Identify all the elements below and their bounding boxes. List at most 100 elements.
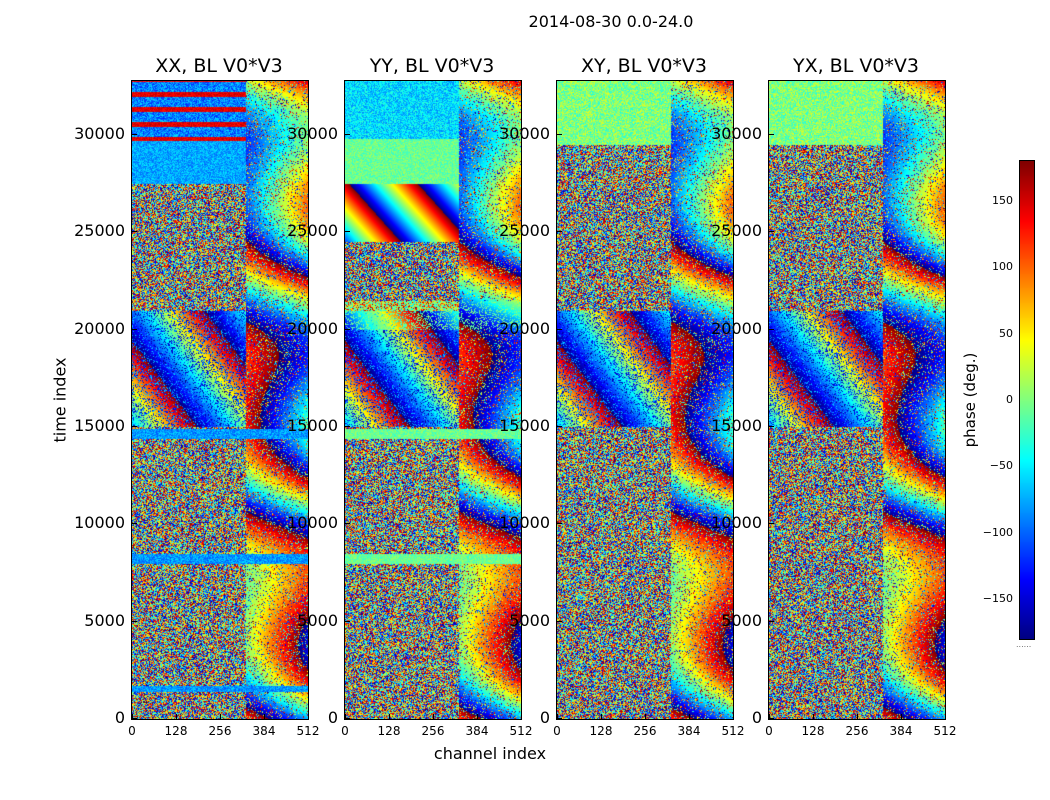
x-tick-label: 512 xyxy=(721,724,745,738)
y-tick-mark xyxy=(769,231,774,233)
x-tick-mark xyxy=(264,714,265,719)
y-tick-mark xyxy=(769,718,774,719)
y-tick-label: 20000 xyxy=(287,318,338,338)
y-tick-label: 0 xyxy=(114,708,125,727)
x-tick-mark xyxy=(689,714,690,719)
x-tick-mark xyxy=(477,714,478,719)
x-tick-label: 512 xyxy=(933,724,957,738)
y-tick-label: 15000 xyxy=(711,415,762,435)
y-tick-mark xyxy=(132,425,137,427)
y-tick-mark xyxy=(557,425,562,427)
x-tick-label: 384 xyxy=(465,724,489,738)
x-tick-mark xyxy=(857,714,858,719)
x-tick-mark xyxy=(176,714,177,719)
colorbar-footer: ...... xyxy=(1016,640,1032,649)
x-tick-label: 384 xyxy=(252,724,276,738)
x-tick-label: 0 xyxy=(341,724,349,738)
x-tick-label: 512 xyxy=(509,724,533,738)
y-tick-mark xyxy=(345,718,350,719)
panel-title: YY, BL V0*V3 xyxy=(369,55,495,77)
y-tick-label: 25000 xyxy=(287,221,338,241)
y-tick-label: 20000 xyxy=(711,318,762,338)
x-tick-label: 128 xyxy=(801,724,825,738)
y-tick-mark xyxy=(132,133,137,135)
x-tick-mark xyxy=(433,714,434,719)
y-tick-mark xyxy=(769,328,774,330)
y-tick-mark xyxy=(345,523,350,525)
y-tick-label: 15000 xyxy=(287,415,338,435)
x-tick-label: 256 xyxy=(208,724,232,738)
panel-title: XX, BL V0*V3 xyxy=(155,55,283,77)
y-tick-mark xyxy=(345,133,350,135)
heatmap-panel xyxy=(556,80,734,720)
x-tick-mark xyxy=(132,714,133,719)
x-tick-label: 128 xyxy=(377,724,401,738)
y-tick-mark xyxy=(769,523,774,525)
x-tick-mark xyxy=(308,714,309,719)
y-tick-label: 5000 xyxy=(509,610,550,630)
y-tick-label: 5000 xyxy=(84,610,125,630)
panel-title: XY, BL V0*V3 xyxy=(580,55,708,77)
x-tick-mark xyxy=(901,714,902,719)
colorbar-tick-label: −50 xyxy=(989,459,1013,473)
y-tick-label: 30000 xyxy=(499,123,550,143)
y-tick-mark xyxy=(557,718,562,719)
x-tick-mark xyxy=(769,714,770,719)
x-tick-mark xyxy=(557,714,558,719)
x-tick-mark xyxy=(389,714,390,719)
x-tick-label: 256 xyxy=(845,724,869,738)
x-tick-mark xyxy=(521,714,522,719)
y-tick-mark xyxy=(557,133,562,135)
y-tick-mark xyxy=(345,231,350,233)
x-tick-label: 256 xyxy=(421,724,445,738)
heatmap-image xyxy=(769,81,945,719)
colorbar-tick-label: −100 xyxy=(982,525,1013,539)
heatmap-panel xyxy=(768,80,946,720)
y-tick-mark xyxy=(132,718,137,719)
y-tick-label: 10000 xyxy=(287,513,338,533)
x-tick-mark xyxy=(220,714,221,719)
y-tick-mark xyxy=(557,620,562,622)
x-tick-label: 512 xyxy=(296,724,320,738)
x-tick-label: 0 xyxy=(128,724,136,738)
x-tick-mark xyxy=(813,714,814,719)
x-tick-label: 128 xyxy=(164,724,188,738)
y-tick-label: 25000 xyxy=(499,221,550,241)
y-tick-mark xyxy=(557,523,562,525)
y-tick-mark xyxy=(769,620,774,622)
x-axis-label: channel index xyxy=(433,744,547,763)
y-tick-label: 15000 xyxy=(499,415,550,435)
x-tick-label: 0 xyxy=(765,724,773,738)
y-tick-mark xyxy=(132,231,137,233)
y-tick-label: 5000 xyxy=(721,610,762,630)
colorbar-tick-label: 0 xyxy=(1006,393,1013,406)
colorbar-label: phase (deg.) xyxy=(961,352,979,448)
y-axis-label: time index xyxy=(50,357,70,443)
y-tick-mark xyxy=(345,328,350,330)
y-tick-mark xyxy=(557,328,562,330)
x-tick-label: 384 xyxy=(677,724,701,738)
y-tick-mark xyxy=(132,620,137,622)
colorbar-tick-label: 150 xyxy=(992,193,1013,207)
y-tick-label: 30000 xyxy=(74,123,125,143)
y-tick-label: 10000 xyxy=(499,513,550,533)
heatmap-image xyxy=(557,81,733,719)
y-tick-mark xyxy=(132,328,137,330)
y-tick-label: 0 xyxy=(327,708,338,727)
heatmap-image xyxy=(132,81,308,719)
y-tick-label: 30000 xyxy=(711,123,762,143)
x-tick-label: 256 xyxy=(633,724,657,738)
heatmap-panel xyxy=(344,80,522,720)
y-tick-label: 0 xyxy=(751,708,762,727)
x-tick-mark xyxy=(345,714,346,719)
x-tick-mark xyxy=(945,714,946,719)
colorbar-tick-label: −150 xyxy=(982,592,1013,606)
y-tick-mark xyxy=(345,425,350,427)
x-tick-mark xyxy=(601,714,602,719)
y-tick-mark xyxy=(345,620,350,622)
y-tick-mark xyxy=(769,425,774,427)
panel-title: YX, BL V0*V3 xyxy=(792,55,920,77)
colorbar-tick-label: 50 xyxy=(999,326,1013,340)
y-tick-label: 25000 xyxy=(74,221,125,241)
x-tick-label: 384 xyxy=(889,724,913,738)
